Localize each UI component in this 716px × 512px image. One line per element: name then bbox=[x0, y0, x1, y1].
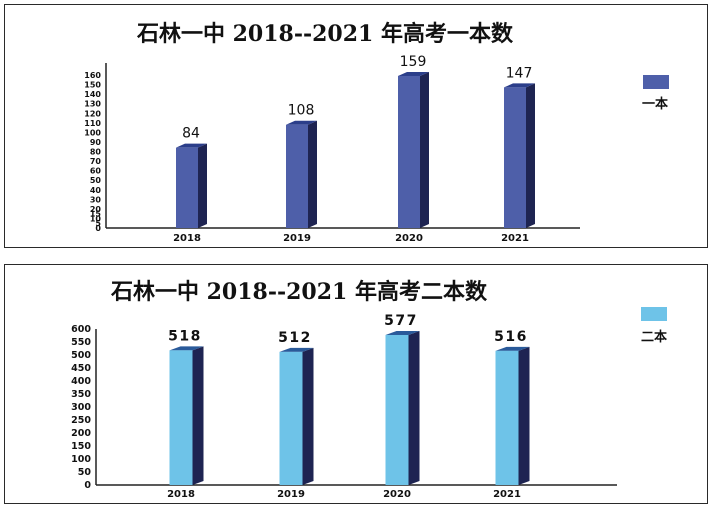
chart-2-y-tick-label: 250 bbox=[71, 415, 91, 426]
chart-2-bar-front bbox=[169, 350, 193, 485]
chart-1-y-tick-label: 160 bbox=[84, 71, 101, 80]
chart-2-y-tick-label: 600 bbox=[71, 324, 91, 335]
chart-1-legend-swatch bbox=[643, 75, 669, 89]
chart-1-bar bbox=[286, 120, 317, 228]
chart-2-svg: 石林一中 2018--2021 年高考二本数 0 50 100 150 200 250 30… bbox=[71, 279, 667, 500]
chart-2-y-tick-label: 0 bbox=[84, 480, 91, 491]
chart-1-y-tick-label: 110 bbox=[84, 119, 101, 128]
chart-2-x-tick-label: 2020 bbox=[383, 489, 411, 500]
chart-2-legend-label: 二本 bbox=[641, 329, 667, 345]
chart-1-y-tick-label: 120 bbox=[84, 109, 101, 118]
chart-2-x-tick-label: 2018 bbox=[167, 489, 195, 500]
chart-1-bar bbox=[176, 143, 207, 228]
chart-1-legend-label: 一本 bbox=[642, 96, 668, 112]
chart-1-x-tick-label: 2018 bbox=[173, 233, 201, 244]
chart-2-bar-side bbox=[302, 347, 314, 485]
chart-1-bar-side bbox=[420, 71, 429, 228]
chart-2-data-label: 577 bbox=[384, 313, 418, 329]
chart-1-y-tick-label: 50 bbox=[90, 176, 102, 185]
chart-1-x-tick-label: 2021 bbox=[501, 233, 529, 244]
chart-panel-1: 石林一中 2018--2021 年高考一本数 0 5 10 15 20 30 40 50 60 7… bbox=[4, 4, 708, 248]
chart-2-bar bbox=[385, 330, 420, 485]
chart-2-y-tick-label: 100 bbox=[71, 454, 91, 465]
chart-2-bar-front bbox=[279, 351, 303, 485]
chart-1-bar-top bbox=[398, 71, 429, 76]
chart-1-bar-front bbox=[286, 124, 308, 228]
chart-2-y-tick-label: 50 bbox=[78, 467, 92, 478]
chart-2-bar-top bbox=[385, 330, 420, 335]
chart-1-data-label: 84 bbox=[182, 126, 200, 142]
chart-2-bar-side bbox=[192, 346, 204, 485]
chart-1-bar-side bbox=[198, 143, 207, 228]
chart-1-y-tick-label: 100 bbox=[84, 128, 101, 137]
chart-1-y-tick-label: 40 bbox=[90, 186, 102, 195]
chart-2-bar-top bbox=[169, 346, 204, 351]
chart-2-bar-front bbox=[385, 334, 409, 485]
chart-2-y-tick-label: 150 bbox=[71, 441, 91, 452]
chart-1-bar-top bbox=[504, 83, 535, 88]
chart-1-y-tick-label: 15 bbox=[90, 210, 102, 219]
chart-1-y-tick-label: 20 bbox=[90, 205, 102, 214]
chart-2-x-tick-label: 2019 bbox=[277, 489, 305, 500]
chart-2-y-tick-label: 500 bbox=[71, 350, 91, 361]
chart-1-x-tick-label: 2020 bbox=[395, 233, 423, 244]
chart-2-x-tick-label: 2021 bbox=[493, 489, 521, 500]
chart-1-y-tick-label: 10 bbox=[90, 214, 102, 223]
chart-1-svg: 石林一中 2018--2021 年高考一本数 05101520304050607… bbox=[84, 21, 669, 244]
chart-1-bar-side bbox=[308, 120, 317, 228]
chart-1-data-label: 108 bbox=[288, 103, 315, 119]
chart-2-y-tick-label: 450 bbox=[71, 363, 91, 374]
chart-2-bar bbox=[495, 346, 530, 485]
chart-1-data-label: 147 bbox=[506, 65, 533, 81]
chart-2-y-tick-label: 300 bbox=[71, 402, 91, 413]
chart-1-y-tick-label: 80 bbox=[90, 148, 102, 157]
chart-1-y-tick-label: 60 bbox=[90, 167, 102, 176]
chart-2-data-label: 512 bbox=[278, 330, 312, 346]
chart-2-bar bbox=[279, 347, 314, 485]
chart-2-bar-front bbox=[495, 350, 519, 485]
chart-1-title: 石林一中 2018--2021 年高考一本数 bbox=[136, 21, 514, 47]
chart-2-legend-swatch bbox=[641, 307, 667, 321]
chart-2-bar-side bbox=[518, 346, 530, 485]
chart-2-bar-top bbox=[495, 346, 530, 351]
chart-1-bar-side bbox=[526, 83, 535, 229]
chart-1-bar-top bbox=[286, 120, 317, 125]
chart-2-y-tick-label: 550 bbox=[71, 337, 91, 348]
chart-1-bar bbox=[398, 71, 429, 228]
chart-1-bar-front bbox=[398, 75, 420, 228]
chart-1-y-tick-label: 150 bbox=[84, 81, 101, 90]
chart-2-bar-side bbox=[408, 330, 420, 485]
chart-2-data-label: 516 bbox=[494, 329, 528, 345]
chart-1-y-tick-label: 70 bbox=[90, 157, 102, 166]
chart-1-y-tick-label: 140 bbox=[84, 90, 101, 99]
chart-2-data-label: 518 bbox=[168, 328, 202, 344]
chart-1-y-tick-label: 30 bbox=[90, 195, 102, 204]
chart-2-bar bbox=[169, 346, 204, 485]
chart-2-bar-top bbox=[279, 347, 314, 352]
chart-2-y-tick-label: 350 bbox=[71, 389, 91, 400]
chart-2-y-tick-label: 200 bbox=[71, 428, 91, 439]
chart-1-bar-front bbox=[504, 87, 526, 229]
chart-1-y-tick-label: 130 bbox=[84, 100, 101, 109]
chart-1-x-tick-label: 2019 bbox=[283, 233, 311, 244]
chart-1-y-tick-label: 90 bbox=[90, 138, 102, 147]
chart-1-y-tick-label: 0 bbox=[95, 224, 101, 233]
chart-panel-2: 石林一中 2018--2021 年高考二本数 0 50 100 150 200 250 30… bbox=[4, 264, 708, 504]
chart-2-title: 石林一中 2018--2021 年高考二本数 bbox=[110, 279, 488, 305]
chart-1-y-tick-label: 5 bbox=[95, 219, 101, 228]
chart-1-bar-front bbox=[176, 147, 198, 228]
chart-2-y-tick-label: 400 bbox=[71, 376, 91, 387]
chart-1-bar bbox=[504, 83, 535, 229]
chart-1-data-label: 159 bbox=[400, 54, 427, 70]
chart-1-bar-top bbox=[176, 143, 207, 148]
